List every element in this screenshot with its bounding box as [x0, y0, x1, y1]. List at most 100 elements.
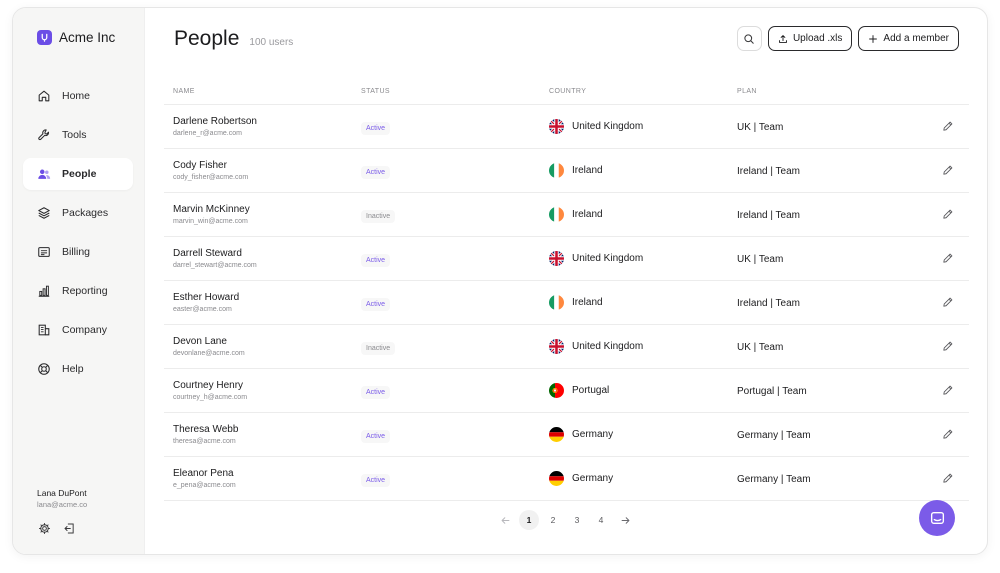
page-button[interactable]: 1: [519, 510, 539, 530]
sidebar: Acme Inc Home Tools People: [13, 8, 145, 554]
plan-name: UK | Team: [737, 122, 784, 133]
pencil-icon: [943, 429, 953, 439]
sidebar-item-billing[interactable]: Billing: [23, 236, 133, 268]
sidebar-item-label: Billing: [62, 246, 91, 258]
table-row[interactable]: Darlene Robertson darlene_r@acme.com Activ…: [164, 104, 969, 149]
edit-button[interactable]: [927, 296, 969, 308]
edit-button[interactable]: [927, 384, 969, 396]
sidebar-item-label: Reporting: [62, 285, 108, 297]
home-icon: [37, 89, 51, 103]
table-row[interactable]: Devon Lane devonlane@acme.com Inactive Unit…: [164, 324, 969, 369]
sidebar-item-people[interactable]: People: [23, 158, 133, 190]
add-member-button[interactable]: Add a member: [858, 26, 959, 51]
table-row[interactable]: Darrell Steward darrel_stewart@acme.com Ac…: [164, 236, 969, 281]
person-name: Devon Lane: [173, 335, 227, 347]
edit-button[interactable]: [927, 472, 969, 484]
edit-button[interactable]: [927, 164, 969, 176]
upload-xls-button[interactable]: Upload .xls: [767, 26, 853, 51]
table-row[interactable]: Esther Howard easter@acme.com Active Irelan…: [164, 280, 969, 325]
country-name: Germany: [572, 428, 614, 440]
flag-icon: [549, 118, 564, 134]
country-cell: United Kingdom: [540, 104, 728, 149]
next-page-button[interactable]: [615, 510, 635, 530]
person-email: e_pena@acme.com: [173, 481, 236, 489]
app-window: Acme Inc Home Tools People: [12, 7, 988, 555]
uk-flag-icon: [549, 118, 564, 134]
ireland-flag-icon: [549, 294, 564, 310]
status-badge: Active: [361, 122, 391, 135]
column-header-country[interactable]: COUNTRY: [540, 80, 728, 105]
flag-icon: [549, 206, 564, 222]
table-row[interactable]: Theresa Webb theresa@acme.com Active German…: [164, 412, 969, 457]
pencil-icon: [943, 121, 953, 131]
country-name: Ireland: [572, 208, 603, 220]
edit-cell: [918, 412, 969, 457]
ireland-flag-icon: [549, 162, 564, 178]
column-header-actions: [918, 80, 969, 105]
sidebar-item-tools[interactable]: Tools: [23, 119, 133, 151]
user-actions: [37, 521, 76, 535]
edit-cell: [918, 148, 969, 193]
uk-flag-icon: [549, 250, 564, 266]
person-email: marvin_win@acme.com: [173, 217, 248, 225]
column-header-name[interactable]: NAME: [164, 80, 352, 105]
person-email: easter@acme.com: [173, 305, 232, 313]
pencil-icon: [943, 297, 953, 307]
status-cell: Active: [352, 280, 540, 325]
sidebar-item-company[interactable]: Company: [23, 314, 133, 346]
edit-button[interactable]: [927, 340, 969, 352]
person-name: Eleanor Pena: [173, 467, 234, 479]
flag-icon: [549, 162, 564, 178]
search-icon: [744, 33, 755, 44]
column-header-status[interactable]: STATUS: [352, 80, 540, 105]
sidebar-item-reporting[interactable]: Reporting: [23, 275, 133, 307]
name-cell: Cody Fisher cody_fisher@acme.com: [164, 148, 352, 193]
table-row[interactable]: Eleanor Pena e_pena@acme.com Active Germany…: [164, 456, 969, 501]
portugal-flag-icon: [549, 382, 564, 398]
page-button[interactable]: 2: [550, 515, 556, 525]
table-row[interactable]: Cody Fisher cody_fisher@acme.com Active Ire…: [164, 148, 969, 193]
users-icon: [37, 167, 51, 181]
plan-cell: Portugal | Team: [728, 368, 918, 413]
status-badge: Active: [361, 474, 391, 487]
flag-icon: [549, 470, 564, 486]
page-header: People 100 users: [174, 27, 293, 51]
page-button[interactable]: 3: [574, 515, 580, 525]
arrow-left-icon: [501, 516, 509, 524]
wrench-icon: [37, 128, 51, 142]
edit-button[interactable]: [927, 120, 969, 132]
plan-name: Germany | Team: [737, 474, 811, 485]
settings-gear-icon[interactable]: [37, 521, 51, 535]
country-name: Portugal: [572, 384, 610, 396]
plan-name: Germany | Team: [737, 430, 811, 441]
plan-cell: UK | Team: [728, 104, 918, 149]
logout-icon[interactable]: [62, 521, 76, 535]
person-email: darlene_r@acme.com: [173, 129, 242, 137]
sidebar-item-label: Help: [62, 363, 84, 375]
prev-page-button[interactable]: [495, 510, 515, 530]
plan-cell: Ireland | Team: [728, 148, 918, 193]
chat-support-button[interactable]: [919, 500, 955, 536]
plan-name: Ireland | Team: [737, 298, 801, 309]
country-name: Germany: [572, 472, 614, 484]
search-button[interactable]: [736, 26, 762, 51]
status-cell: Active: [352, 456, 540, 501]
flag-icon: [549, 250, 564, 266]
brand[interactable]: Acme Inc: [37, 30, 115, 45]
country-cell: Ireland: [540, 280, 728, 325]
sidebar-item-help[interactable]: Help: [23, 353, 133, 385]
lifebuoy-icon: [37, 362, 51, 376]
edit-button[interactable]: [927, 428, 969, 440]
sidebar-item-home[interactable]: Home: [23, 80, 133, 112]
plan-cell: Ireland | Team: [728, 192, 918, 237]
edit-button[interactable]: [927, 208, 969, 220]
name-cell: Theresa Webb theresa@acme.com: [164, 412, 352, 457]
table-row[interactable]: Courtney Henry courtney_h@acme.com Active P…: [164, 368, 969, 413]
edit-cell: [918, 368, 969, 413]
edit-cell: [918, 104, 969, 149]
table-row[interactable]: Marvin McKinney marvin_win@acme.com Inacti…: [164, 192, 969, 237]
page-button[interactable]: 4: [598, 515, 604, 525]
sidebar-item-packages[interactable]: Packages: [23, 197, 133, 229]
edit-button[interactable]: [927, 252, 969, 264]
column-header-plan[interactable]: PLAN: [728, 80, 918, 105]
